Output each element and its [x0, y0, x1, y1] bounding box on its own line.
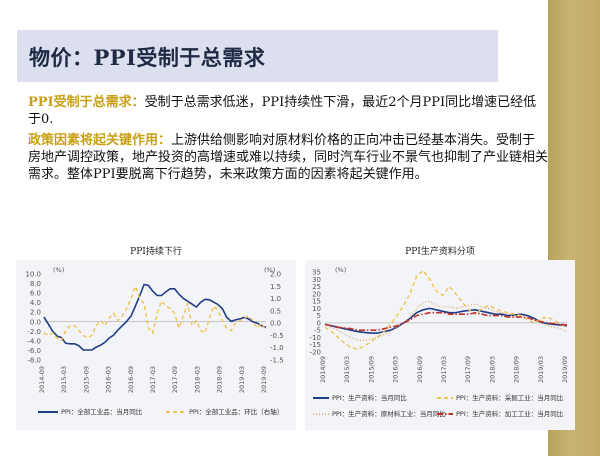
- series-line-raw-material: [324, 300, 568, 341]
- x-tick-label: 2017/03: [440, 356, 448, 383]
- y-tick-label: 10: [312, 305, 321, 313]
- y-tick-label: 25: [312, 283, 321, 291]
- paragraph-policy: 政策因素将起关键作用：上游供给侧影响对原材料价格的正向冲击已经基本消失。受制于房…: [28, 132, 548, 183]
- y-tick-label: 6.0: [30, 290, 41, 298]
- x-tick-label: 2019-09: [260, 366, 268, 393]
- x-tick-label: 2018-09: [216, 366, 224, 393]
- paragraph-ppi: PPI受制于总需求：受制于总需求低迷，PPI持续性下滑，最近2个月PPI同比增速…: [28, 94, 548, 128]
- x-tick-label: 2018-03: [193, 366, 201, 393]
- x-tick-label: 2014-09: [38, 366, 46, 393]
- ppi-trend-chart: PPI持续下行 (%) (%) 10.08.06.04.02.00.0-2.0-…: [16, 245, 296, 430]
- y-tick-label: 8.0: [30, 280, 41, 288]
- axis-unit: (%): [335, 266, 346, 274]
- x-tick-label: 2019/09: [561, 356, 569, 383]
- chart-title: PPI持续下行: [130, 245, 182, 257]
- left-axis-unit: (%): [53, 266, 64, 274]
- y-tick-label: -8.0: [27, 357, 41, 365]
- right-axis-unit: (%): [264, 266, 275, 274]
- x-tick-label: 2015/09: [367, 356, 375, 383]
- chart-background: [16, 260, 296, 430]
- y-tick-label: 30: [312, 276, 321, 284]
- y-tick-label: 4.0: [30, 299, 41, 307]
- x-tick-label: 2017-09: [171, 366, 179, 393]
- y-tick-label: -5: [314, 327, 321, 335]
- slide-header: 物价：PPI受制于总需求: [14, 30, 498, 82]
- legend-label-raw-material: PPI：生产资料：原材料工业：当月同比: [332, 409, 446, 418]
- y2-tick-label: 1.5: [270, 283, 281, 291]
- y-tick-label: 2.0: [30, 309, 41, 317]
- x-tick-label: 2018/03: [488, 356, 496, 383]
- x-tick-label: 2015/03: [343, 356, 351, 383]
- y2-tick-label: -1.0: [270, 344, 284, 352]
- y-tick-label: 20: [312, 290, 321, 298]
- x-tick-label: 2014/09: [319, 356, 327, 383]
- x-tick-label: 2019-03: [238, 366, 246, 393]
- y2-tick-label: 1.0: [270, 295, 281, 303]
- legend-label-mom: PPI：全部工业品：环比（右轴）: [189, 407, 283, 416]
- y-tick-label: -10: [310, 334, 321, 342]
- y2-tick-label: -1.5: [270, 357, 284, 365]
- y2-tick-label: -0.5: [270, 332, 284, 340]
- paragraph-lead: PPI受制于总需求：: [28, 95, 145, 110]
- legend-label-processing: PPI：生产资料：加工工业：当月同比: [456, 409, 564, 418]
- page-title: 物价：PPI受制于总需求: [29, 45, 266, 70]
- y-tick-label: 35: [312, 269, 321, 277]
- y-tick-label: -2.0: [27, 328, 41, 336]
- y2-tick-label: 0.5: [270, 307, 281, 315]
- x-tick-label: 2017/09: [464, 356, 472, 383]
- y-tick-label: -4.0: [27, 337, 41, 345]
- y-tick-label: 5: [317, 312, 321, 320]
- series-line-yoy: [43, 283, 267, 351]
- paragraph-body: 上游供给侧影响对原材料价格的正向冲击已经基本消失。受制于房地产调控政策，地产投资…: [28, 133, 549, 182]
- y-tick-label: 15: [312, 298, 321, 306]
- y-tick-label: -15: [310, 341, 321, 349]
- x-tick-label: 2019/03: [537, 356, 545, 383]
- chart-background: [305, 260, 575, 430]
- paragraph-lead: 政策因素将起关键作用：: [28, 133, 172, 148]
- x-tick-label: 2016/09: [416, 356, 424, 383]
- ppi-producer-goods-chart: PPI生产资料分项 (%) 35302520151050-5-10-15-20 …: [305, 245, 575, 430]
- series-line-mining: [324, 269, 568, 350]
- series-line-mom: [43, 284, 267, 342]
- x-tick-label: 2015-03: [60, 366, 68, 393]
- x-tick-label: 2016/03: [392, 356, 400, 383]
- legend-label-yoy: PPI：全部工业品：当月同比: [61, 407, 143, 416]
- paragraph-body: 受制于总需求低迷，PPI持续性下滑，最近2个月PPI同比增速已经低于0.: [28, 95, 537, 127]
- x-tick-label: 2016-03: [105, 366, 113, 393]
- chart-title: PPI生产资料分项: [405, 245, 475, 257]
- y2-tick-label: 2.0: [270, 271, 281, 279]
- legend-label-mining: PPI：生产资料：采掘工业：当月同比: [456, 393, 564, 402]
- y2-tick-label: 0.0: [270, 320, 281, 328]
- y-tick-label: 10.0: [25, 271, 41, 279]
- x-tick-label: 2015-09: [82, 366, 90, 393]
- x-tick-label: 2016-09: [127, 366, 135, 393]
- y-tick-label: 0.0: [30, 318, 41, 326]
- series-line-producer: [324, 307, 568, 334]
- x-tick-label: 2017-03: [149, 366, 157, 393]
- x-tick-label: 2018/09: [513, 356, 521, 383]
- y-tick-label: 0: [317, 319, 321, 327]
- y-tick-label: -6.0: [27, 347, 41, 355]
- legend-label-producer: PPI：生产资料：当月同比: [332, 393, 407, 402]
- y-tick-label: -20: [310, 349, 321, 357]
